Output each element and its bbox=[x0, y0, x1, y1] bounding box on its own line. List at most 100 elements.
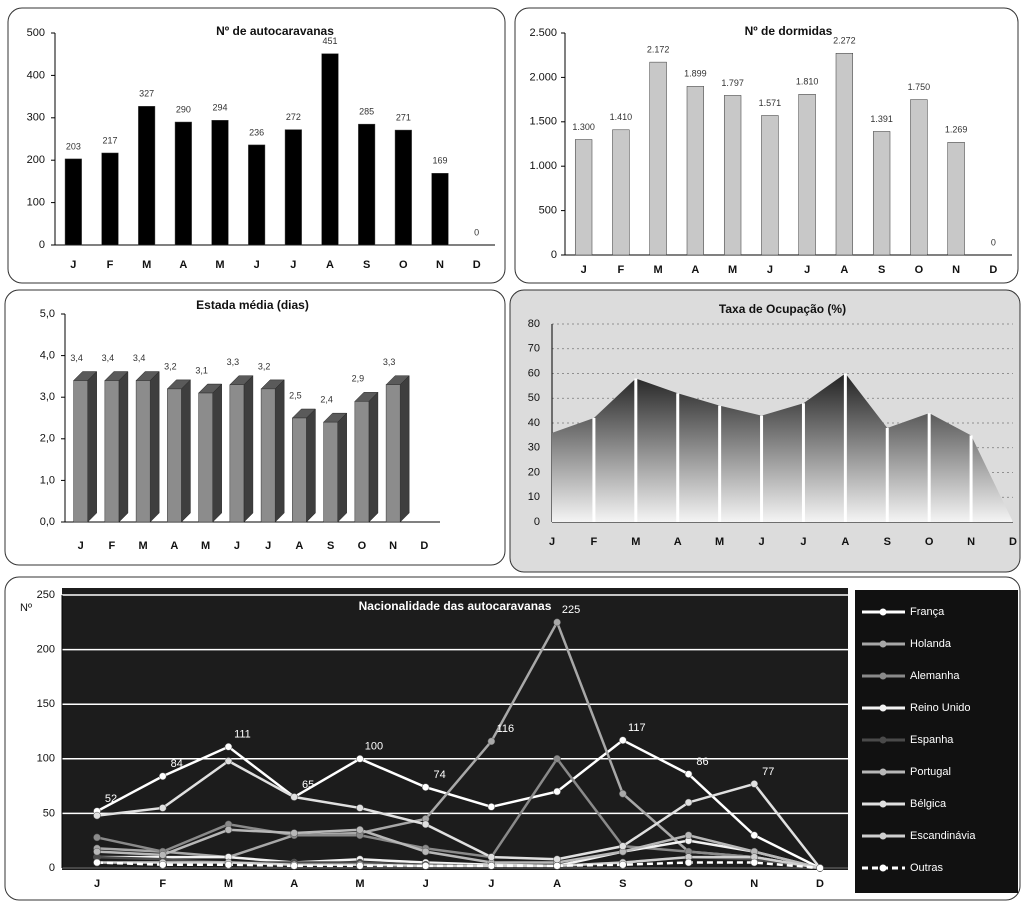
legend-label: Bélgica bbox=[910, 798, 947, 810]
x-tick-label: M bbox=[654, 264, 663, 276]
point bbox=[224, 757, 233, 765]
bar bbox=[292, 417, 307, 523]
x-tick-label: S bbox=[619, 878, 626, 890]
legend-label: Alemanha bbox=[910, 670, 960, 682]
value-label: 1.810 bbox=[796, 77, 819, 87]
y-tick-label: 200 bbox=[37, 644, 55, 656]
bar bbox=[229, 384, 245, 523]
point bbox=[93, 858, 101, 867]
value-label: 290 bbox=[176, 104, 191, 114]
bar bbox=[872, 131, 891, 256]
legend-label: Holanda bbox=[910, 638, 952, 650]
x-tick-label: M bbox=[215, 259, 224, 271]
x-tick-label: M bbox=[142, 259, 151, 271]
x-tick-label: A bbox=[674, 536, 682, 548]
point bbox=[356, 804, 364, 812]
x-tick-label: D bbox=[1009, 536, 1017, 548]
value-label: 2,4 bbox=[320, 395, 333, 405]
value-label: 3,4 bbox=[70, 353, 83, 363]
x-tick-label: J bbox=[549, 536, 555, 548]
area bbox=[552, 373, 1013, 522]
point bbox=[224, 826, 233, 834]
y-tick-label: 50 bbox=[528, 392, 540, 404]
y-tick-label: 10 bbox=[528, 491, 540, 503]
legend-label: França bbox=[910, 606, 945, 618]
point bbox=[356, 755, 364, 763]
bar bbox=[947, 142, 965, 256]
x-tick-label: A bbox=[840, 264, 848, 276]
point bbox=[750, 831, 759, 839]
point bbox=[553, 862, 561, 870]
bar bbox=[835, 52, 854, 256]
value-label: 294 bbox=[212, 103, 227, 113]
value-label: 117 bbox=[628, 722, 646, 734]
point bbox=[421, 820, 430, 829]
bar bbox=[174, 121, 192, 246]
value-label: 74 bbox=[434, 769, 446, 781]
point bbox=[487, 803, 496, 811]
bar bbox=[64, 158, 82, 246]
bar-side bbox=[337, 412, 347, 523]
point bbox=[553, 618, 561, 627]
bar-side bbox=[118, 370, 129, 523]
point bbox=[356, 862, 364, 870]
line bbox=[96, 828, 821, 870]
chart-title: Estada média (dias) bbox=[196, 298, 309, 312]
x-tick-label: J bbox=[800, 536, 806, 548]
y-tick-label: 40 bbox=[528, 417, 540, 429]
y-tick-label: 250 bbox=[37, 589, 55, 601]
x-tick-label: F bbox=[107, 259, 114, 271]
bar bbox=[723, 95, 742, 256]
line bbox=[96, 756, 821, 870]
bar-side bbox=[149, 370, 160, 523]
y-tick-label: 0 bbox=[534, 516, 540, 528]
chart-title: Nº de dormidas bbox=[745, 24, 833, 38]
value-label: 272 bbox=[286, 112, 301, 122]
x-tick-label: A bbox=[179, 259, 187, 271]
x-tick-label: J bbox=[94, 878, 100, 890]
point bbox=[619, 842, 627, 850]
y-tick-label: 100 bbox=[37, 753, 55, 765]
legend-marker bbox=[879, 800, 887, 808]
x-tick-label: O bbox=[684, 878, 693, 890]
point bbox=[93, 847, 101, 856]
x-tick-label: N bbox=[967, 536, 975, 548]
x-tick-label: M bbox=[224, 878, 233, 890]
y-tick-label: 2.500 bbox=[529, 27, 557, 39]
bar bbox=[73, 380, 88, 523]
point bbox=[684, 831, 693, 839]
value-label: 1.571 bbox=[759, 98, 782, 108]
legend-marker bbox=[879, 608, 887, 616]
y-tick-label: 30 bbox=[528, 442, 540, 454]
value-label: 1.750 bbox=[908, 82, 931, 92]
value-label: 285 bbox=[359, 107, 374, 117]
x-tick-label: O bbox=[399, 259, 408, 271]
x-tick-label: O bbox=[915, 264, 924, 276]
y-tick-label: 300 bbox=[27, 112, 45, 124]
value-label: 52 bbox=[105, 793, 117, 805]
bar bbox=[284, 129, 302, 246]
value-label: 271 bbox=[396, 112, 411, 122]
bar bbox=[198, 392, 213, 523]
y-tick-label: 0 bbox=[49, 862, 55, 874]
value-label: 84 bbox=[171, 758, 183, 770]
x-tick-label: J bbox=[234, 540, 240, 552]
plot-background bbox=[62, 588, 848, 870]
point bbox=[553, 855, 561, 864]
x-tick-label: A bbox=[170, 540, 178, 552]
value-label: 0 bbox=[474, 227, 479, 237]
point bbox=[619, 736, 627, 744]
legend-marker bbox=[879, 832, 887, 840]
bar-side bbox=[306, 408, 316, 523]
x-tick-label: D bbox=[420, 540, 428, 552]
x-tick-label: J bbox=[581, 264, 587, 276]
point bbox=[816, 864, 824, 872]
x-tick-label: M bbox=[728, 264, 737, 276]
bar bbox=[101, 152, 119, 246]
value-label: 3,4 bbox=[133, 353, 146, 363]
point bbox=[290, 829, 298, 837]
bar bbox=[385, 384, 401, 523]
line bbox=[96, 861, 821, 870]
legend-label: Portugal bbox=[910, 766, 951, 778]
y-tick-label: 20 bbox=[528, 466, 540, 478]
